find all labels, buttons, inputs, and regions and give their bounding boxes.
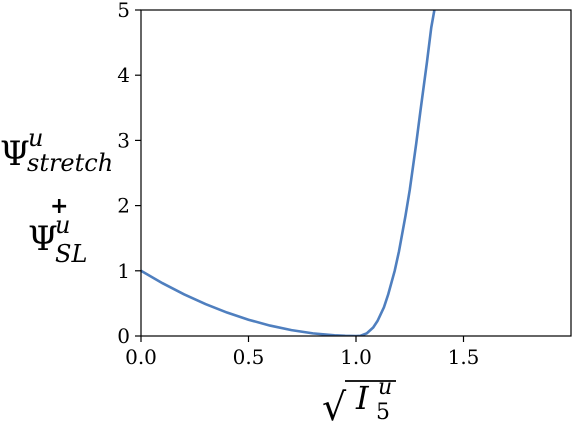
ylabel-top-sub: stretch — [27, 149, 113, 177]
x-axis-label: √ I u 5 — [322, 375, 396, 426]
ylabel-plus: + — [50, 194, 68, 219]
series-line — [141, 10, 436, 336]
x-tick-label: 1.5 — [448, 345, 480, 369]
y-tick-label: 4 — [117, 63, 130, 87]
y-tick-label: 1 — [117, 259, 130, 283]
ylabel-bottom-sub: SL — [55, 240, 87, 268]
ticks: 0.0 0.5 1.0 1.5 0 1 2 3 4 5 — [117, 0, 479, 369]
xlabel-sup: u — [378, 375, 392, 400]
ylabel-top-sup: u — [28, 124, 43, 152]
x-tick-label: 1.0 — [340, 345, 372, 369]
x-tick-label: 0.5 — [233, 345, 265, 369]
plot-lines — [141, 10, 436, 336]
x-tick-label: 0.0 — [125, 345, 157, 369]
xlabel-base: I — [355, 379, 370, 417]
y-tick-label: 2 — [117, 194, 130, 218]
y-tick-label: 3 — [117, 128, 130, 152]
ylabel-bottom-sup: u — [55, 211, 70, 239]
xlabel-sub: 5 — [376, 400, 390, 425]
y-tick-label: 0 — [117, 324, 130, 348]
ylabel-bottom-base: Ψ — [28, 219, 58, 259]
xlabel-sqrt-sign: √ — [322, 385, 347, 426]
y-axis-label: Ψ u stretch + Ψ u SL — [0, 124, 113, 268]
ylabel-top-base: Ψ — [0, 134, 30, 174]
plot-area-frame — [140, 9, 572, 337]
y-tick-label: 5 — [117, 0, 130, 22]
